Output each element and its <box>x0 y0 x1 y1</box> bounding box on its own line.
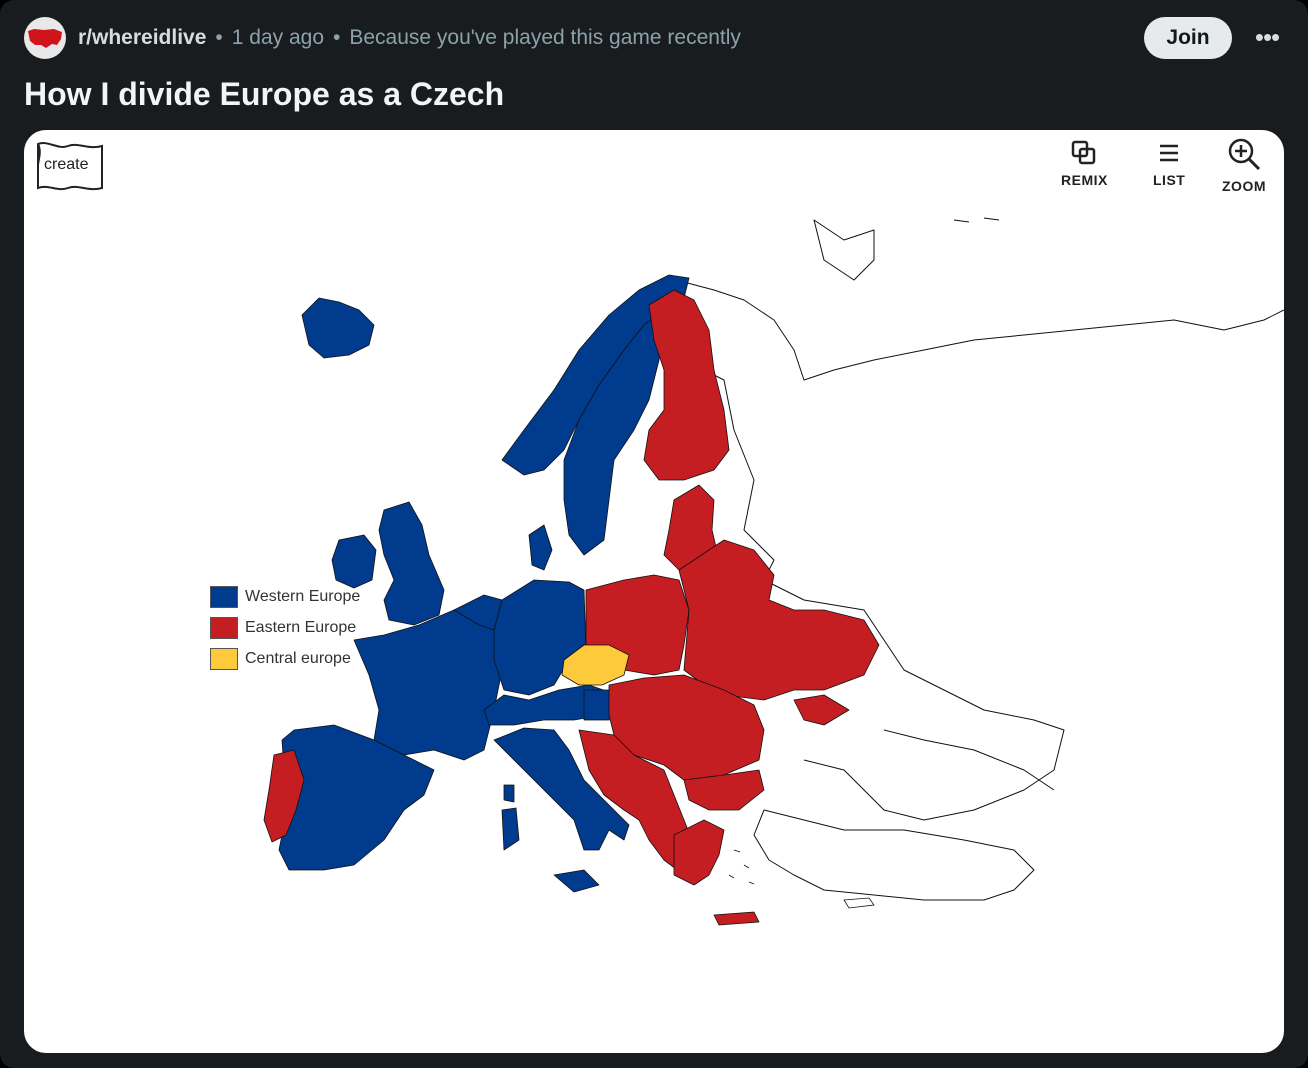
legend-label: Central europe <box>245 649 351 667</box>
remix-label: REMIX <box>1061 172 1108 188</box>
czechia <box>561 644 630 686</box>
legend-swatch <box>210 616 238 639</box>
legend-item-western: Western Europe <box>210 581 360 612</box>
greece <box>673 819 725 886</box>
map-legend: Western Europe Eastern Europe Central eu… <box>210 581 360 674</box>
legend-swatch <box>210 585 238 608</box>
recommendation-reason: Because you've played this game recently <box>349 26 741 49</box>
subreddit-avatar[interactable] <box>24 17 66 59</box>
ireland <box>331 534 377 589</box>
bulgaria <box>683 769 765 811</box>
zoom-label: ZOOM <box>1222 178 1266 194</box>
legend-item-eastern: Eastern Europe <box>210 612 360 643</box>
join-button[interactable]: Join <box>1144 17 1232 59</box>
great-britain <box>378 501 445 626</box>
portugal <box>263 749 305 843</box>
create-label: create <box>44 156 89 173</box>
cyprus-outline <box>843 897 875 909</box>
sicily <box>553 869 600 893</box>
zoom-in-icon <box>1228 138 1261 171</box>
crete <box>713 911 760 926</box>
legend-label: Western Europe <box>245 587 361 605</box>
list-label: LIST <box>1153 172 1186 188</box>
arctic-islands <box>953 217 1000 223</box>
france <box>353 599 503 761</box>
belarus-ukraine-west <box>678 539 880 701</box>
slovenia-hungary-gap <box>583 689 615 721</box>
russia-outline <box>663 279 1284 821</box>
iceland <box>301 297 375 359</box>
list-icon <box>1160 144 1179 162</box>
legend-label: Eastern Europe <box>245 618 357 636</box>
caucasus-outline <box>883 729 1055 791</box>
sardinia <box>501 807 520 851</box>
remix-button[interactable]: REMIX <box>1061 140 1108 188</box>
map-card[interactable]: create REMIX LIST ZOOM <box>24 130 1284 1053</box>
finland <box>643 289 730 481</box>
novaya-zemlya-outline <box>813 219 875 281</box>
separator-dot: • <box>215 26 223 49</box>
remix-icon <box>1072 140 1096 165</box>
post-title[interactable]: How I divide Europe as a Czech <box>24 76 505 112</box>
zoom-button[interactable]: ZOOM <box>1222 136 1266 194</box>
legend-item-central: Central europe <box>210 643 360 674</box>
denmark <box>528 524 553 571</box>
separator-dot: • <box>333 26 341 49</box>
europe-map <box>263 217 1284 926</box>
us-map-icon <box>28 29 62 48</box>
corsica <box>503 784 515 803</box>
post-age: 1 day ago <box>231 26 324 49</box>
post-meta: r/whereidlive • 1 day ago • Because you'… <box>78 26 741 50</box>
turkey-outline <box>753 809 1035 901</box>
legend-swatch <box>210 647 238 670</box>
sweden <box>563 309 665 556</box>
crimea <box>793 694 850 726</box>
create-button[interactable]: create <box>36 140 116 196</box>
aegean-islands <box>728 849 755 885</box>
post-header: r/whereidlive • 1 day ago • Because you'… <box>24 16 1284 60</box>
italy <box>493 727 630 851</box>
subreddit-name[interactable]: r/whereidlive <box>78 26 207 49</box>
more-options-icon[interactable]: ••• <box>1254 21 1280 52</box>
flag-icon <box>37 142 103 191</box>
list-button[interactable]: LIST <box>1153 140 1185 188</box>
